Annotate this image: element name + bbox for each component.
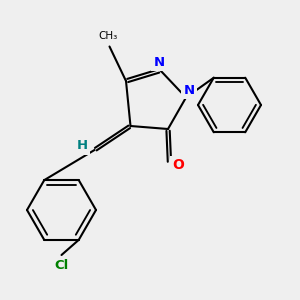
Text: Cl: Cl [54, 259, 69, 272]
Text: N: N [153, 56, 165, 69]
Text: N: N [183, 83, 195, 97]
Text: O: O [172, 158, 184, 172]
Text: H: H [76, 139, 88, 152]
Text: CH₃: CH₃ [98, 31, 118, 40]
